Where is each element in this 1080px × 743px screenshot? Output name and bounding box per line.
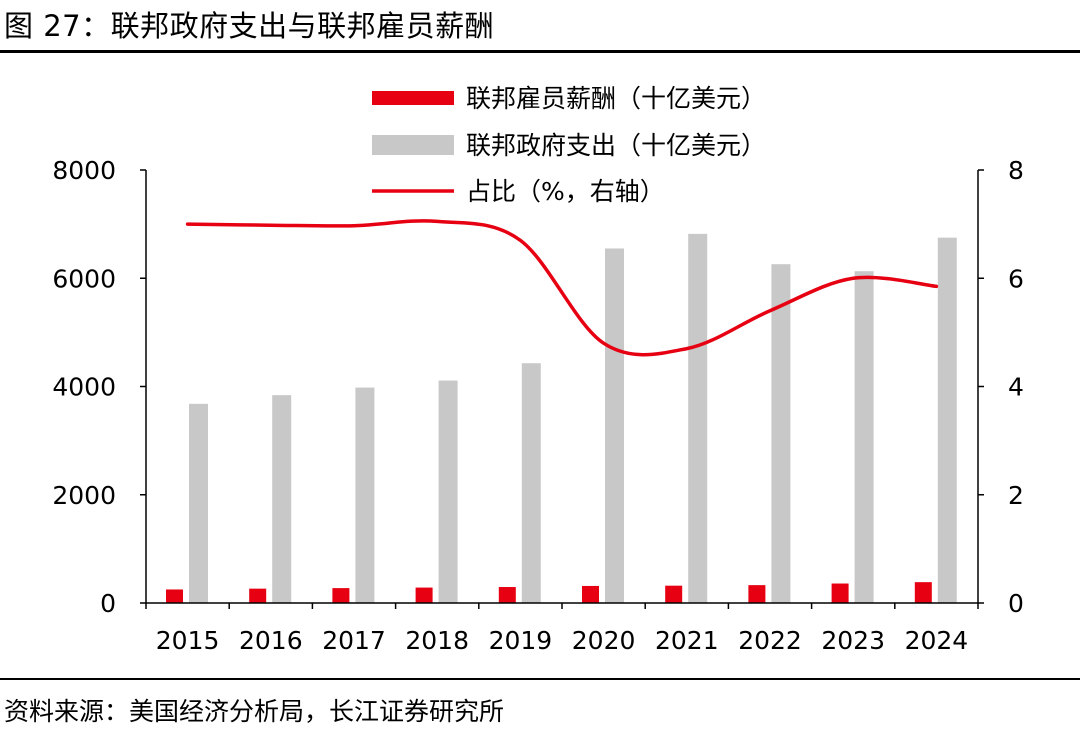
- legend-label-spending: 联邦政府支出（十亿美元）: [466, 131, 766, 160]
- y-right-tick-label-4: 4: [1008, 373, 1024, 402]
- x-tick-label-2020: 2020: [572, 626, 636, 655]
- x-tick-label-2018: 2018: [405, 626, 469, 655]
- x-tick-label-2019: 2019: [489, 626, 553, 655]
- legend-swatch-spending: [372, 135, 454, 155]
- y-right-tick-label-8: 8: [1008, 156, 1024, 185]
- y-right-tick-label-6: 6: [1008, 264, 1024, 293]
- y-left-tick-label-4000: 4000: [52, 373, 116, 402]
- legend: 联邦雇员薪酬（十亿美元） 联邦政府支出（十亿美元） 占比（%，右轴）: [372, 84, 766, 206]
- x-tick-label-2023: 2023: [821, 626, 885, 655]
- bar-spending-2022: [771, 264, 791, 603]
- source-note: 资料来源：美国经济分析局，长江证券研究所: [4, 697, 505, 726]
- figure-title: 图 27：联邦政府支出与联邦雇员薪酬: [4, 9, 495, 43]
- bar-compensation-2022: [748, 585, 766, 603]
- bar-spending-2020: [605, 248, 624, 603]
- bar-compensation-2023: [831, 583, 849, 603]
- chart-canvas: 0 2000 4000 6000 8000 0 2 4 6 8 2015 2016 2017 2018 20…: [52, 84, 1024, 655]
- legend-label-compensation: 联邦雇员薪酬（十亿美元）: [466, 84, 766, 113]
- x-tick-label-2015: 2015: [156, 626, 220, 655]
- axes-layer: 0 2000 4000 6000 8000 0 2 4 6 8 2015 2016 2017 2018 20…: [52, 156, 1024, 655]
- bar-spending-2021: [688, 233, 708, 603]
- bar-spending-2015: [189, 403, 208, 603]
- bars-layer: [166, 233, 957, 603]
- bar-spending-2018: [438, 380, 458, 603]
- bar-compensation-2021: [665, 585, 683, 603]
- bar-spending-2017: [355, 387, 375, 603]
- y-left-tick-label-6000: 6000: [52, 264, 116, 293]
- y-left-tick-label-8000: 8000: [52, 156, 116, 185]
- x-tick-label-2021: 2021: [655, 626, 719, 655]
- bar-compensation-2018: [415, 587, 433, 603]
- bar-spending-2023: [854, 271, 874, 603]
- source-rule: [0, 678, 1080, 680]
- title-rule: [0, 50, 1080, 53]
- legend-label-share: 占比（%，右轴）: [466, 177, 665, 206]
- bar-compensation-2017: [332, 588, 350, 603]
- y-left-tick-label-0: 0: [100, 589, 116, 618]
- x-tick-label-2022: 2022: [738, 626, 802, 655]
- bar-compensation-2020: [582, 585, 599, 603]
- bar-spending-2024: [937, 237, 957, 603]
- bar-compensation-2016: [249, 588, 267, 603]
- x-tick-label-2016: 2016: [239, 626, 303, 655]
- share-line: [185, 219, 939, 357]
- bar-compensation-2019: [498, 587, 516, 603]
- y-right-tick-label-0: 0: [1008, 589, 1024, 618]
- y-left-tick-label-2000: 2000: [52, 481, 116, 510]
- bar-spending-2016: [272, 395, 292, 603]
- legend-swatch-compensation: [372, 91, 454, 105]
- y-right-tick-label-2: 2: [1008, 481, 1024, 510]
- x-tick-label-2024: 2024: [905, 626, 969, 655]
- bar-spending-2019: [521, 363, 541, 603]
- bar-compensation-2024: [914, 582, 932, 603]
- bar-compensation-2015: [166, 589, 183, 603]
- share-line-layer: [185, 219, 939, 357]
- x-tick-label-2017: 2017: [322, 626, 386, 655]
